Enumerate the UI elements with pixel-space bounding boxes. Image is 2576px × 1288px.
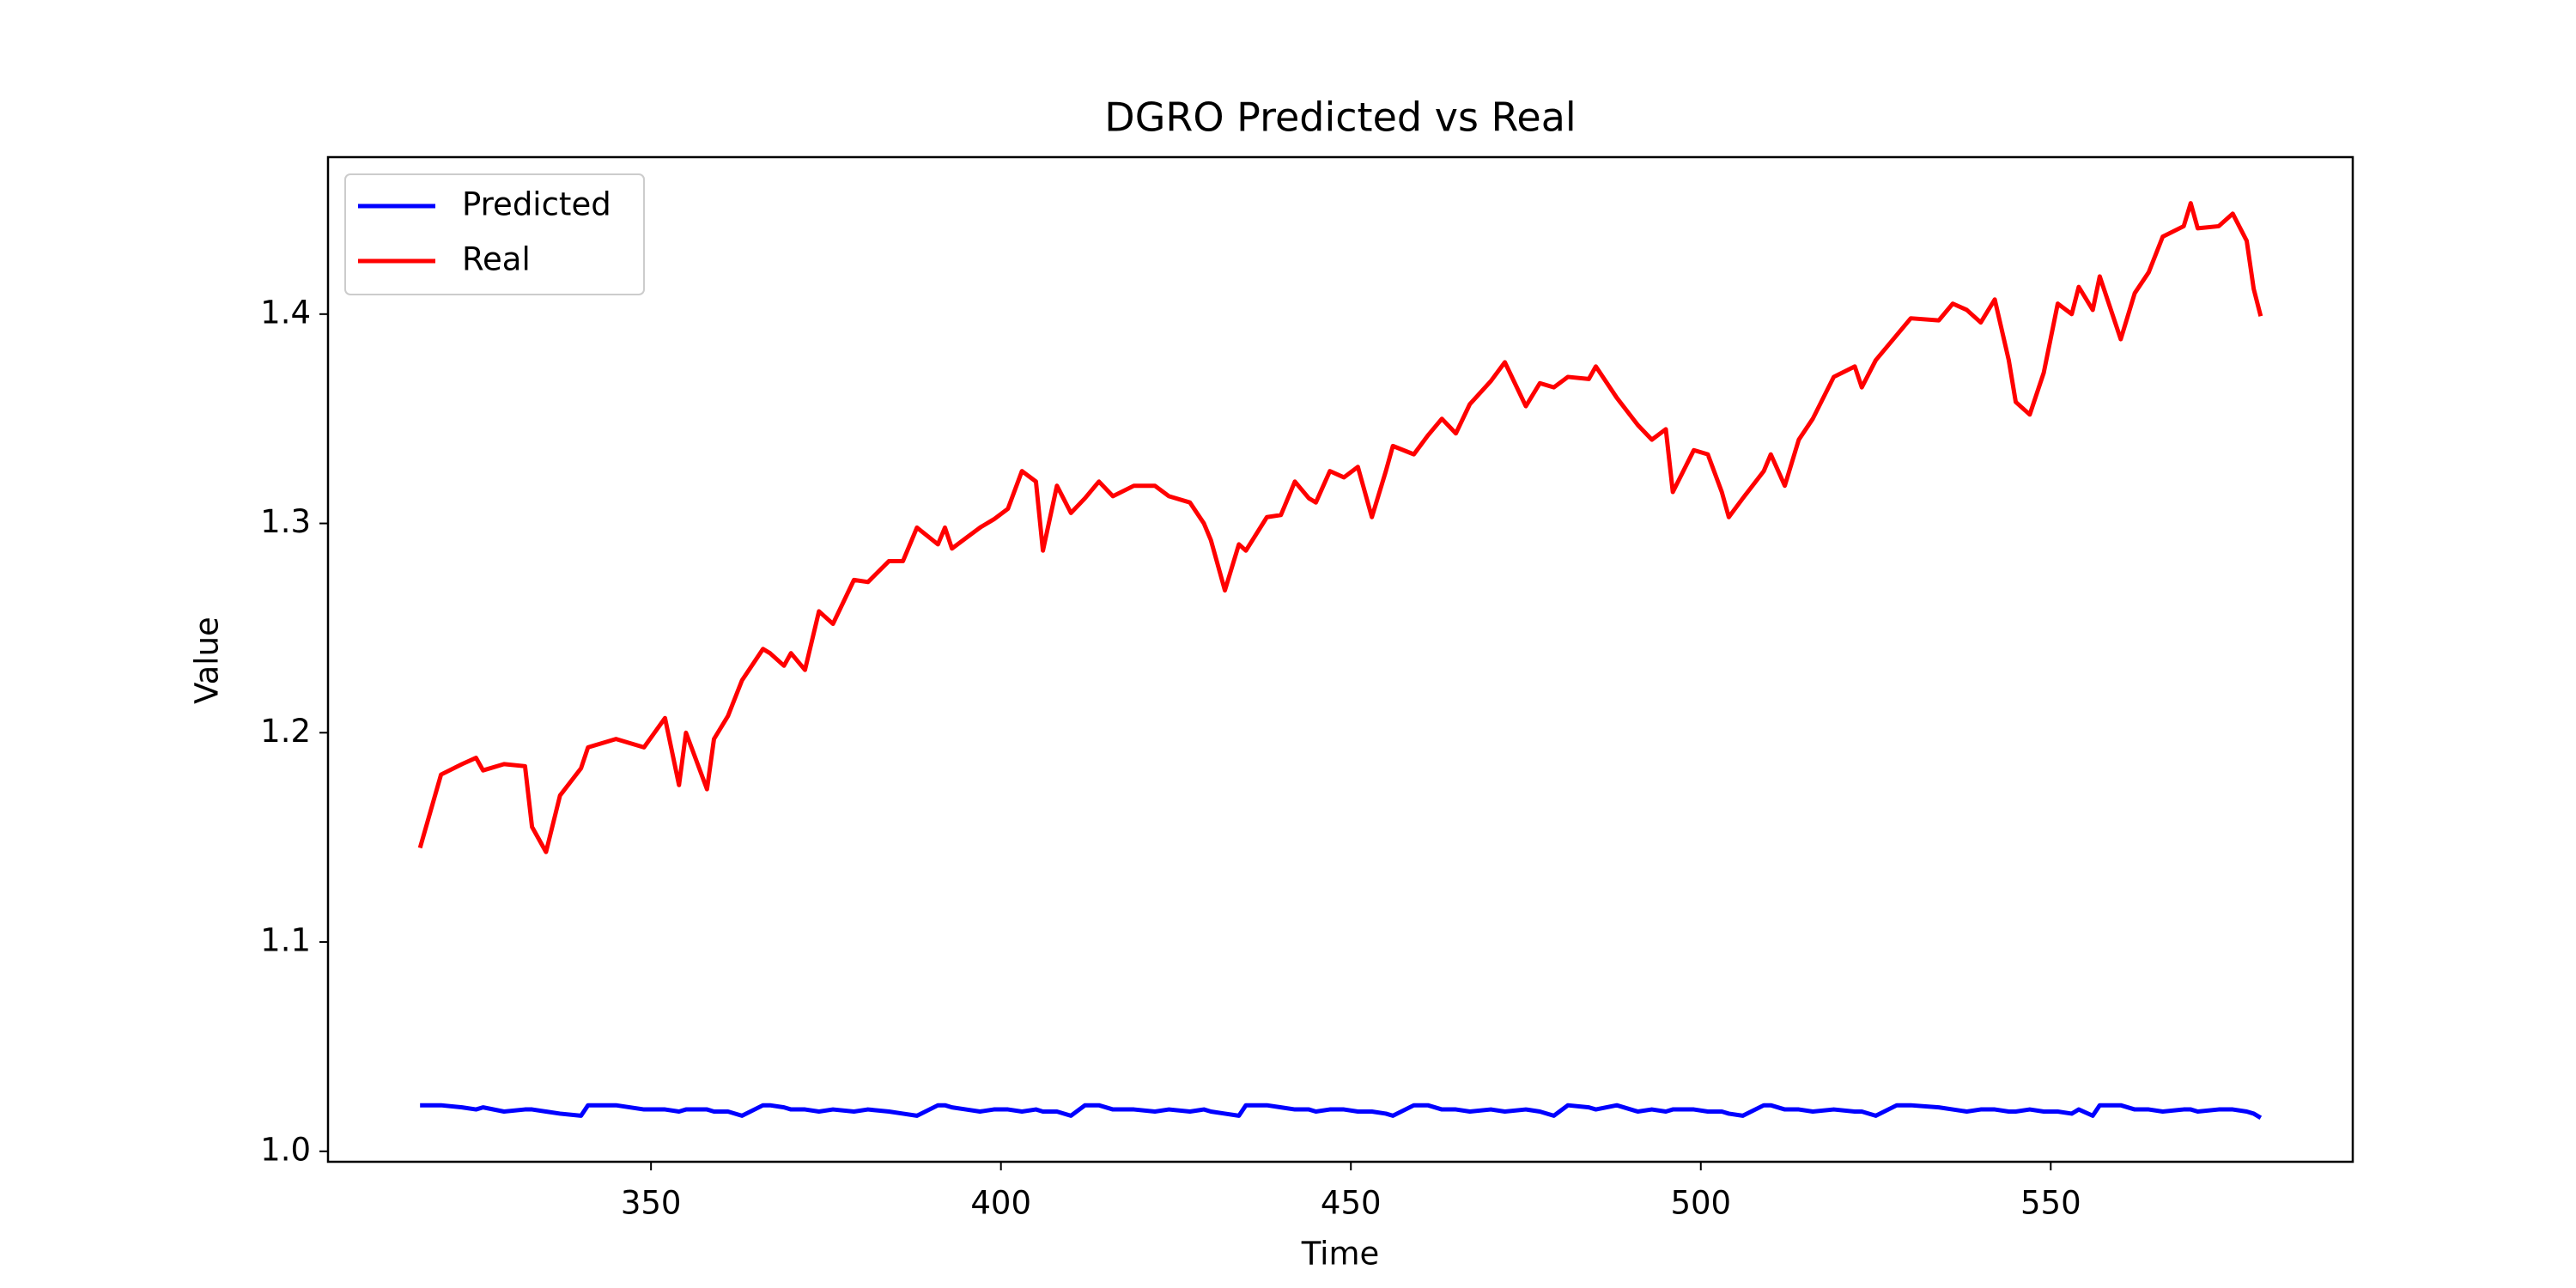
- x-axis-label: Time: [1301, 1236, 1380, 1273]
- y-tick-label: 1.2: [260, 713, 311, 750]
- y-tick-label: 1.0: [260, 1131, 311, 1168]
- y-tick-label: 1.4: [260, 294, 311, 331]
- chart-title: DGRO Predicted vs Real: [1104, 94, 1576, 141]
- x-tick-label: 500: [1670, 1185, 1731, 1222]
- plot-frame: [326, 155, 2354, 1163]
- legend: Predicted Real: [344, 173, 645, 295]
- y-tick-label: 1.3: [260, 503, 311, 540]
- x-tick-label: 350: [621, 1185, 682, 1222]
- series-line: [420, 1103, 2263, 1120]
- legend-label: Real: [462, 241, 531, 278]
- x-tick-label: 450: [1321, 1185, 1382, 1222]
- x-tick-label: 550: [2020, 1185, 2081, 1222]
- y-axis-label: Value: [189, 617, 226, 704]
- legend-label: Predicted: [462, 186, 611, 223]
- x-tick-label: 400: [970, 1185, 1031, 1222]
- y-tick-label: 1.1: [260, 922, 311, 959]
- series-line: [417, 201, 2263, 854]
